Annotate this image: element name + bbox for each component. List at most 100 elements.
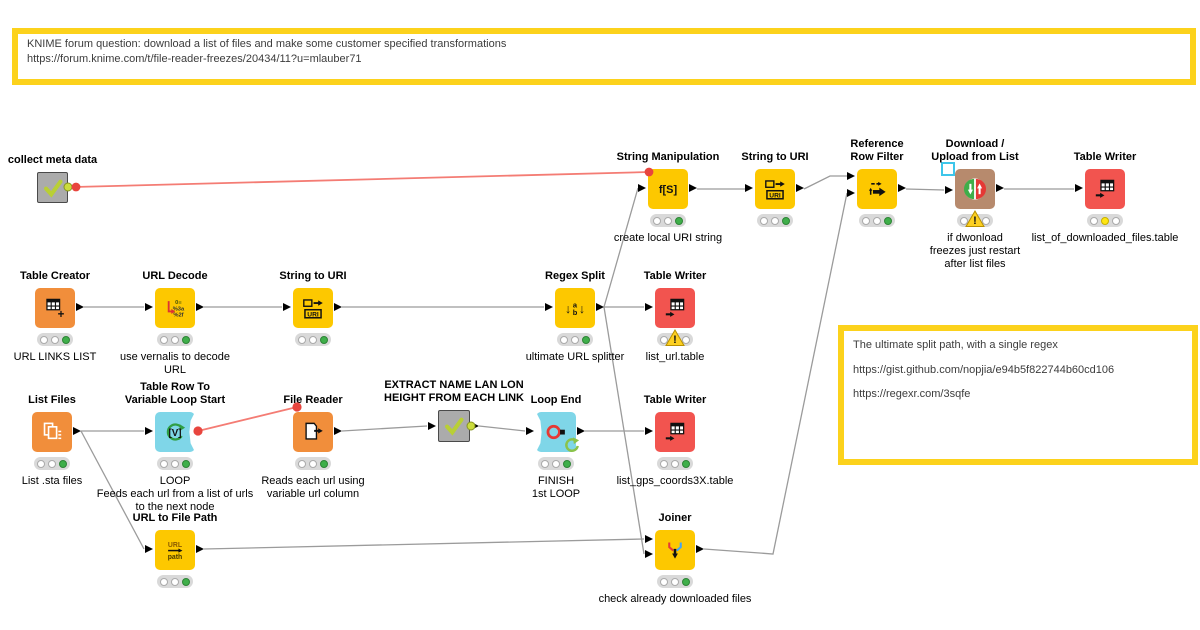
str-uri-icon: URI	[302, 297, 325, 320]
extract-metanode-output-port[interactable]	[471, 421, 479, 430]
optional-port-square	[941, 162, 955, 176]
connection-file-reader-to-extract-metanode[interactable]	[341, 425, 428, 432]
download-upload-from-list-input-port[interactable]	[945, 185, 953, 194]
joiner-output-port[interactable]	[696, 544, 704, 553]
string-manipulation-input-port[interactable]	[638, 183, 646, 192]
annotation-top[interactable]: KNIME forum question: download a list of…	[12, 28, 1196, 85]
connection-string-to-uri-top-to-reference-row-filter[interactable]	[803, 175, 847, 190]
reference-row-filter-input-port[interactable]	[847, 188, 855, 197]
url-decode-input-port[interactable]	[145, 302, 153, 311]
download-upload-from-list-node[interactable]	[955, 169, 995, 209]
table-row-to-variable-loop-start-comment: LOOP Feeds each url from a list of urls …	[96, 475, 254, 513]
connection-url-to-file-path-to-joiner[interactable]	[203, 538, 645, 550]
table-writer-downloads-node[interactable]	[1085, 169, 1125, 209]
table-creator-comment: URL LINKS LIST	[13, 351, 97, 363]
url-decode-comment: use vernalis to decode URL	[119, 351, 231, 376]
reference-row-filter-input-port[interactable]	[847, 171, 855, 180]
connection-regex-split-to-string-manipulation[interactable]	[603, 187, 639, 308]
string-to-uri-2-node[interactable]: URI	[293, 288, 333, 328]
joiner-input-port[interactable]	[645, 549, 653, 558]
url-decode-title: URL Decode	[142, 270, 208, 282]
extract-metanode-input-port[interactable]	[428, 421, 436, 430]
svg-text:!: !	[673, 334, 677, 346]
table-row-to-variable-loop-start-input-port[interactable]	[145, 426, 153, 435]
url-decode-output-port[interactable]	[196, 302, 204, 311]
table-writer-gps-input-port[interactable]	[645, 426, 653, 435]
connection-joiner-to-reference-row-filter[interactable]	[703, 192, 848, 555]
svg-text:0≡: 0≡	[175, 300, 182, 306]
ref-filter-icon	[866, 178, 889, 201]
file-reader-output-port[interactable]	[334, 426, 342, 435]
collect-meta-data-node[interactable]	[37, 172, 68, 203]
svg-text:URI: URI	[307, 311, 319, 318]
table-creator-node[interactable]: +	[35, 288, 75, 328]
svg-text:+: +	[58, 309, 65, 320]
connection-extract-metanode-to-loop-end[interactable]	[478, 425, 526, 432]
url-to-file-path-output-port[interactable]	[196, 544, 204, 553]
svg-text:[V]: [V]	[168, 428, 181, 439]
reference-row-filter-output-port[interactable]	[898, 183, 906, 192]
string-manipulation-output-port[interactable]	[689, 183, 697, 192]
download-upload-from-list-output-port[interactable]	[996, 183, 1004, 192]
url-to-file-path-node[interactable]: URL path	[155, 530, 195, 570]
reference-row-filter-status-light	[859, 214, 895, 227]
joiner-comment: check already downloaded files	[598, 593, 752, 605]
connection-reference-row-filter-to-download-upload-from-list[interactable]	[905, 188, 945, 191]
connection-list-files-to-url-to-file-path[interactable]	[80, 430, 145, 550]
url-to-file-path-title: URL to File Path	[132, 512, 218, 524]
table-writer-urls-input-port[interactable]	[645, 302, 653, 311]
table-writer-downloads-comment: list_of_downloaded_files.table	[1031, 232, 1179, 244]
string-to-uri-2-output-port[interactable]	[334, 302, 342, 311]
file-reader-node[interactable]	[293, 412, 333, 452]
loop-end-node[interactable]	[536, 412, 576, 452]
table-writer-downloads-input-port[interactable]	[1075, 183, 1083, 192]
joiner-input-port[interactable]	[645, 534, 653, 543]
table-writer-urls-title: Table Writer	[643, 270, 707, 282]
regex-split-output-port[interactable]	[596, 302, 604, 311]
table-writer-gps-node[interactable]	[655, 412, 695, 452]
file-reader-comment: Reads each url using variable url column	[261, 475, 365, 500]
svg-text:URL: URL	[168, 542, 182, 549]
extract-metanode-node[interactable]	[438, 410, 470, 442]
regex-split-status-light	[557, 333, 593, 346]
extract-metanode-title: EXTRACT NAME LAN LON HEIGHT FROM EACH LI…	[384, 379, 524, 404]
table-creator-output-port[interactable]	[76, 302, 84, 311]
table-writer-urls-node[interactable]	[655, 288, 695, 328]
regex-split-node[interactable]: ↓ a b ↓	[555, 288, 595, 328]
annotation-right[interactable]: The ultimate split path, with a single r…	[838, 325, 1198, 465]
download-upload-from-list-title: Download / Upload from List	[931, 138, 1019, 163]
regex-split-comment: ultimate URL splitter	[525, 351, 625, 363]
svg-text:path: path	[168, 554, 183, 561]
check-icon	[443, 415, 466, 438]
svg-text:URI: URI	[769, 192, 781, 199]
list-files-node[interactable]	[32, 412, 72, 452]
table-row-to-variable-loop-start-node[interactable]: [V]	[155, 412, 195, 452]
table-creator-title: Table Creator	[19, 270, 91, 282]
string-manipulation-node[interactable]: f[S]	[648, 169, 688, 209]
url-decode-node[interactable]: 0≡ %3a %2f	[155, 288, 195, 328]
check-icon	[41, 176, 64, 199]
connection-collect-meta-data-to-string-manipulation[interactable]	[73, 171, 650, 188]
loop-end-input-port[interactable]	[526, 426, 534, 435]
url-to-file-path-input-port[interactable]	[145, 544, 153, 553]
annotation-text: The ultimate split path, with a single r…	[853, 339, 1058, 351]
list-files-status-light	[34, 457, 70, 470]
regex-split-input-port[interactable]	[545, 302, 553, 311]
string-to-uri-2-input-port[interactable]	[283, 302, 291, 311]
string-to-uri-top-input-port[interactable]	[745, 183, 753, 192]
table-writer-gps-title: Table Writer	[643, 394, 707, 406]
annotation-text: KNIME forum question: download a list of…	[27, 38, 507, 50]
joiner-node[interactable]	[655, 530, 695, 570]
string-to-uri-top-node[interactable]: URI	[755, 169, 795, 209]
loop-end-output-port[interactable]	[577, 426, 585, 435]
connection-table-row-to-variable-loop-start-to-file-reader[interactable]	[197, 406, 298, 432]
string-to-uri-top-output-port[interactable]	[796, 183, 804, 192]
annotation-text: https://gist.github.com/nopjia/e94b5f822…	[853, 363, 1115, 376]
table-writer-urls-status-light: !	[657, 329, 693, 346]
table-writer-gps-status-light	[657, 457, 693, 470]
list-files-output-port[interactable]	[73, 426, 81, 435]
loop-end-title: Loop End	[530, 394, 582, 406]
warning-icon: !	[965, 210, 985, 228]
decode-icon: 0≡ %3a %2f	[164, 297, 187, 320]
reference-row-filter-node[interactable]	[857, 169, 897, 209]
